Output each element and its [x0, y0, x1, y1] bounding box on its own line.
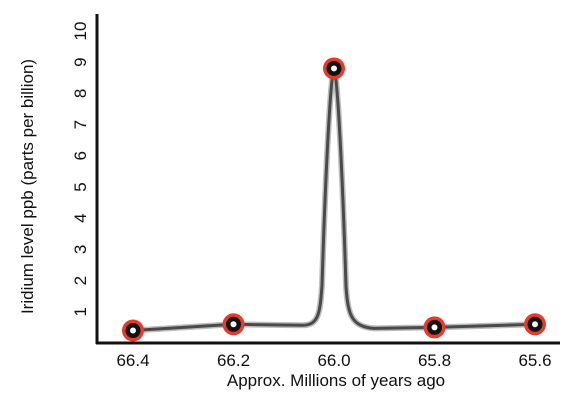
x-axis-ticks: 66.4 66.2 66.0 65.8 65.6	[116, 351, 551, 370]
y-tick-label: 4	[71, 213, 90, 222]
y-tick-label: 9	[71, 57, 90, 66]
y-axis-title: Iridium level ppb (parts per billion)	[18, 59, 37, 314]
y-tick-label: 3	[71, 245, 90, 254]
series-layer	[130, 65, 538, 334]
y-axis-ticks: 1 2 3 4 5 6 7 8 9 10	[71, 22, 90, 317]
data-point-marker	[122, 319, 144, 342]
x-tick-label: 66.2	[217, 351, 250, 370]
x-tick-label: 66.0	[317, 351, 350, 370]
data-point-marker	[524, 313, 546, 336]
x-tick-label: 66.4	[116, 351, 149, 370]
y-tick-label: 5	[71, 182, 90, 191]
y-tick-label: 8	[71, 89, 90, 98]
y-tick-label: 7	[71, 120, 90, 129]
data-point-marker	[323, 57, 345, 80]
y-tick-label: 1	[71, 307, 90, 316]
x-tick-label: 65.6	[518, 351, 551, 370]
x-tick-label: 65.8	[418, 351, 451, 370]
y-tick-label: 10	[71, 22, 90, 41]
marker-layer	[122, 57, 546, 342]
y-tick-label: 2	[71, 276, 90, 285]
x-axis-title: Approx. Millions of years ago	[227, 371, 445, 390]
series-line-shadow	[130, 65, 538, 334]
series-line	[131, 66, 537, 333]
y-tick-label: 6	[71, 151, 90, 160]
data-point-marker	[222, 313, 245, 336]
data-point-marker	[423, 316, 446, 339]
